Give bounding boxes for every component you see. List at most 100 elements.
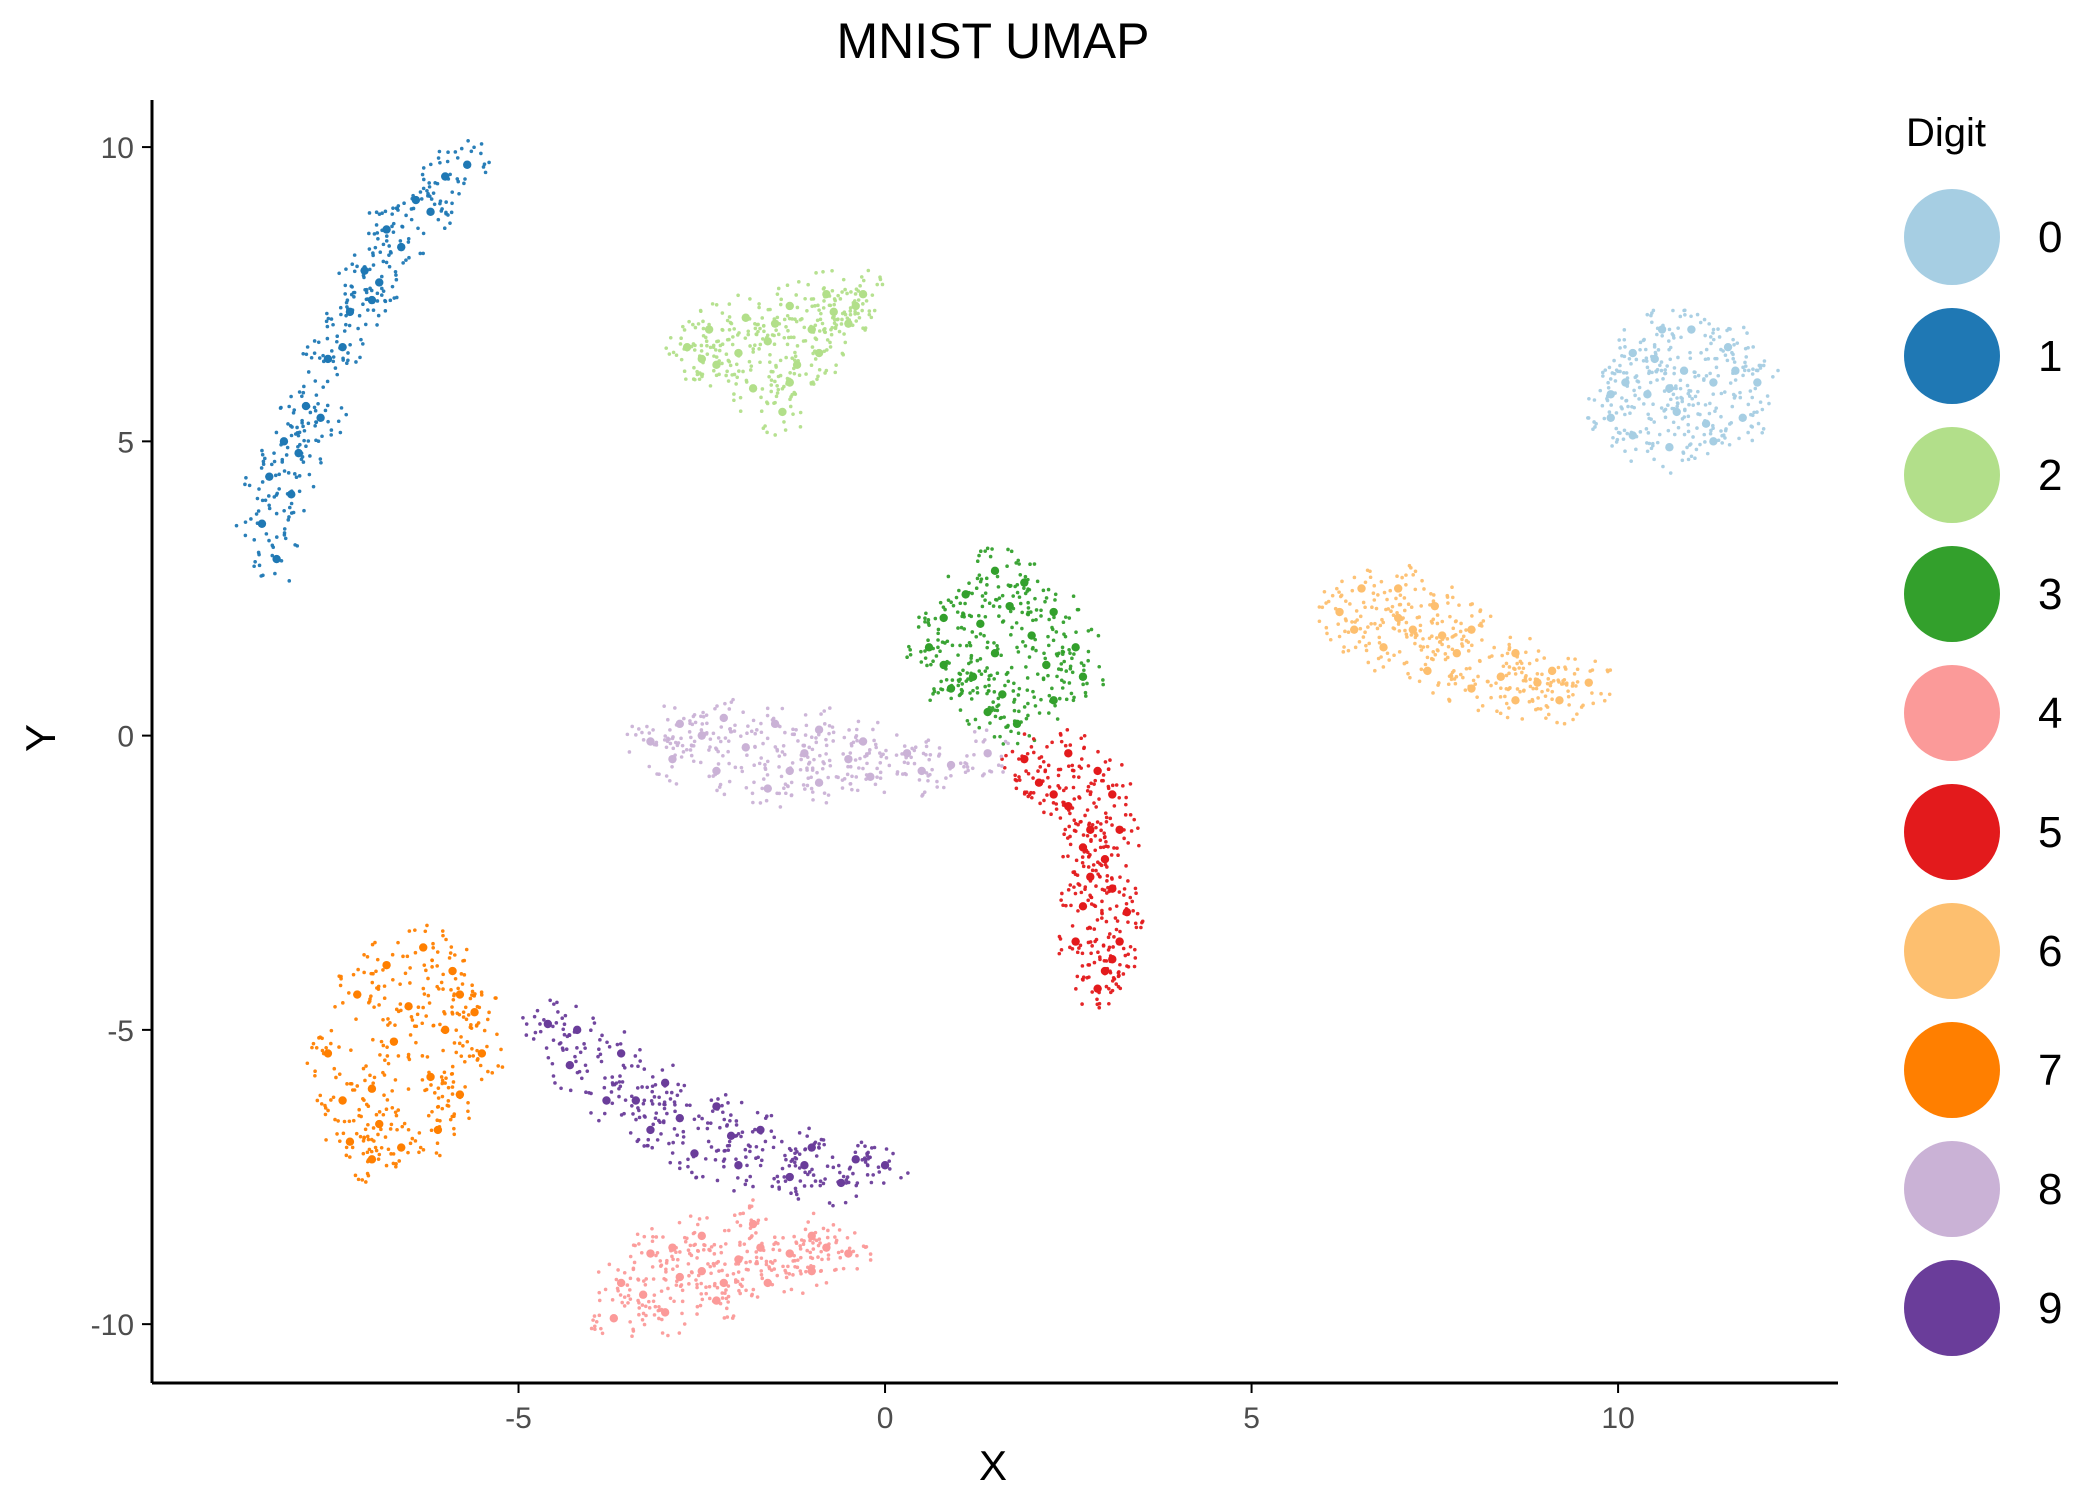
- scatter-dot: [266, 494, 271, 498]
- scatter-dot: [728, 1118, 732, 1123]
- scatter-dot: [390, 212, 394, 216]
- scatter-dot: [1527, 699, 1532, 704]
- scatter-dot: [369, 1149, 374, 1154]
- scatter-dot: [680, 1311, 684, 1316]
- scatter-dot: [753, 745, 757, 749]
- scatter-dot: [1713, 409, 1717, 414]
- data-point: [741, 313, 750, 322]
- scatter-dot: [255, 521, 260, 526]
- scatter-dot: [1528, 677, 1532, 682]
- scatter-dot: [1686, 457, 1691, 462]
- scatter-dot: [287, 579, 292, 583]
- scatter-dot: [1116, 971, 1121, 975]
- scatter-dot: [1094, 805, 1098, 809]
- scatter-dot: [1546, 712, 1551, 717]
- scatter-dot: [443, 1011, 447, 1016]
- scatter-dot: [1015, 590, 1020, 595]
- scatter-dot: [556, 1010, 560, 1014]
- scatter-dot: [359, 337, 363, 342]
- scatter-dot: [296, 444, 300, 449]
- data-point: [316, 413, 325, 423]
- scatter-dot: [429, 197, 434, 201]
- scatter-dot: [773, 400, 777, 405]
- series-digit-8: [625, 697, 1010, 809]
- scatter-dot: [999, 754, 1004, 759]
- scatter-dot: [1446, 682, 1451, 687]
- scatter-dot: [803, 1227, 808, 1232]
- data-point: [455, 1090, 465, 1099]
- scatter-dot: [396, 1108, 401, 1112]
- scatter-dot: [1676, 425, 1681, 430]
- scatter-dot: [832, 317, 837, 322]
- scatter-dot: [784, 325, 788, 329]
- scatter-dot: [1476, 708, 1481, 713]
- scatter-dot: [1034, 608, 1039, 612]
- scatter-dot: [1703, 357, 1708, 362]
- scatter-dot: [435, 1141, 440, 1145]
- scatter-dot: [727, 327, 732, 332]
- scatter-dot: [1691, 435, 1695, 439]
- data-point: [455, 990, 465, 999]
- scatter-dot: [1680, 396, 1684, 401]
- scatter-dot: [1341, 650, 1346, 654]
- scatter-dot: [971, 688, 975, 693]
- scatter-dot: [1659, 368, 1664, 373]
- scatter-dot: [1071, 785, 1076, 790]
- scatter-dot: [1379, 655, 1383, 659]
- scatter-dot: [728, 320, 733, 325]
- scatter-dot: [745, 731, 749, 736]
- scatter-dot: [805, 766, 809, 770]
- scatter-dot: [710, 302, 715, 306]
- scatter-dot: [978, 657, 983, 661]
- scatter-dot: [380, 211, 384, 215]
- scatter-dot: [254, 512, 259, 516]
- scatter-dot: [1609, 403, 1614, 407]
- scatter-dot: [732, 1189, 736, 1193]
- scatter-dot: [1402, 596, 1407, 600]
- scatter-dot: [453, 953, 457, 957]
- scatter-dot: [778, 805, 783, 809]
- scatter-dot: [1122, 828, 1126, 832]
- scatter-dot: [1023, 644, 1028, 648]
- scatter-dot: [1111, 975, 1116, 980]
- data-point: [844, 319, 853, 328]
- scatter-dot: [718, 1301, 723, 1306]
- scatter-dot: [578, 1050, 583, 1055]
- scatter-dot: [878, 770, 883, 775]
- scatter-dot: [555, 1000, 559, 1005]
- scatter-dot: [249, 517, 253, 521]
- scatter-dot: [844, 1178, 849, 1182]
- scatter-dot: [1104, 815, 1109, 820]
- scatter-dot: [1617, 338, 1622, 342]
- scatter-dot: [1418, 644, 1423, 649]
- scatter-dot: [1082, 850, 1087, 854]
- scatter-dot: [714, 355, 719, 359]
- scatter-dot: [358, 1134, 363, 1139]
- scatter-dot: [1093, 939, 1097, 944]
- data-point: [1555, 696, 1564, 705]
- scatter-dot: [1370, 605, 1374, 610]
- scatter-dot: [1674, 386, 1678, 391]
- scatter-dot: [550, 1061, 555, 1066]
- scatter-dot: [950, 678, 955, 682]
- scatter-dot: [1068, 651, 1072, 655]
- scatter-dot: [1377, 640, 1382, 645]
- data-point: [448, 966, 457, 976]
- scatter-dot: [1018, 601, 1023, 606]
- scatter-dot: [721, 753, 725, 758]
- scatter-dot: [717, 1269, 721, 1273]
- scatter-dot: [1622, 428, 1627, 433]
- scatter-dot: [665, 1258, 669, 1263]
- scatter-dot: [267, 538, 271, 543]
- scatter-dot: [762, 329, 766, 334]
- scatter-dot: [1561, 679, 1565, 683]
- scatter-dot: [1026, 577, 1030, 582]
- scatter-dot: [1616, 369, 1620, 374]
- scatter-dot: [1006, 679, 1011, 684]
- scatter-dot: [665, 1111, 669, 1116]
- scatter-dot: [257, 487, 261, 491]
- scatter-dot: [1124, 907, 1129, 911]
- scatter-dot: [1719, 414, 1723, 419]
- scatter-dot: [992, 641, 996, 645]
